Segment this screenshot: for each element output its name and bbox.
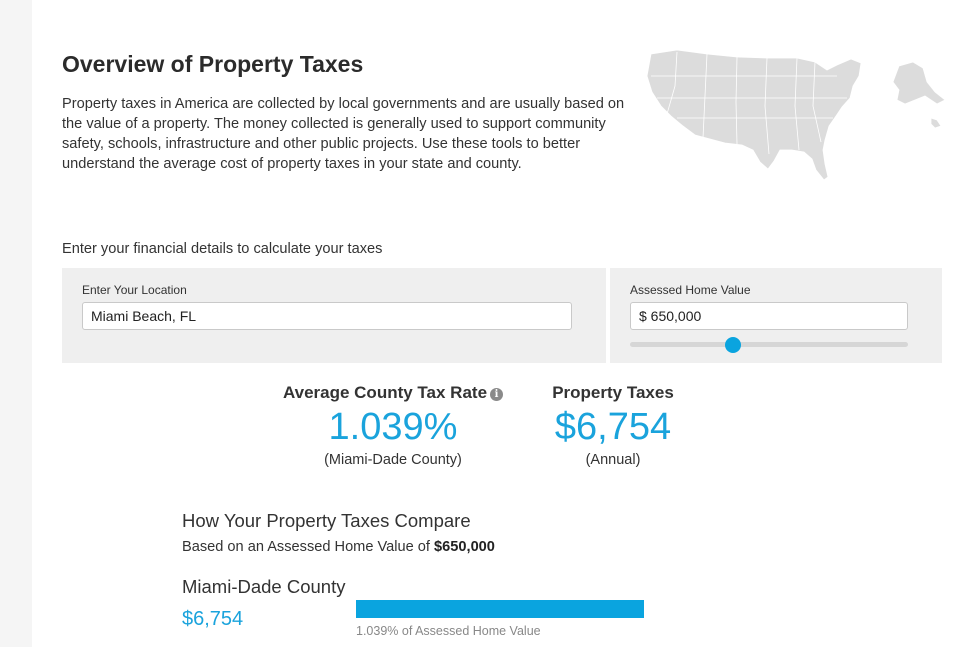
- home-value-panel: Assessed Home Value $ 650,000: [610, 268, 942, 363]
- county-name: Miami-Dade County: [182, 576, 346, 597]
- location-panel: Enter Your Location Miami Beach, FL: [62, 268, 606, 363]
- us-map-illustration: [646, 49, 946, 181]
- compare-home-value: $650,000: [434, 539, 495, 555]
- main-card: Overview of Property Taxes Property taxe…: [32, 0, 966, 647]
- average-tax-rate: Average County Tax Rate i 1.039% (Miami-D…: [278, 382, 508, 469]
- hawaii-shape: [930, 117, 942, 129]
- location-label: Enter Your Location: [82, 283, 187, 297]
- page-title: Overview of Property Taxes: [62, 51, 364, 77]
- info-icon[interactable]: i: [490, 388, 504, 401]
- home-value-slider[interactable]: [630, 337, 908, 353]
- compare-subtitle: Based on an Assessed Home Value of $650,…: [182, 539, 495, 555]
- compare-title: How Your Property Taxes Compare: [182, 510, 471, 531]
- county-tax-bar: [356, 600, 644, 618]
- slider-handle[interactable]: [724, 337, 741, 353]
- property-taxes-period: (Annual): [585, 452, 641, 468]
- intro-text: Property taxes in America are collected …: [62, 96, 625, 172]
- county-bar-caption: 1.039% of Assessed Home Value: [356, 624, 541, 638]
- continental-us-shape: [646, 49, 862, 181]
- property-taxes-heading: Property Taxes: [552, 383, 674, 402]
- tax-rate-value: 1.039%: [328, 406, 458, 448]
- state-borders: [651, 51, 847, 155]
- tax-rate-county: (Miami-Dade County): [324, 452, 462, 468]
- home-value-input[interactable]: $ 650,000: [630, 302, 908, 330]
- location-input[interactable]: Miami Beach, FL: [82, 302, 572, 330]
- alaska-shape: [892, 61, 946, 105]
- property-taxes: Property Taxes $6,754 (Annual): [538, 382, 688, 469]
- compare-subtitle-prefix: Based on an Assessed Home Value of: [182, 539, 435, 555]
- county-tax-amount: $6,754: [182, 608, 244, 630]
- us-map-icon: [646, 49, 946, 181]
- calculator-prompt: Enter your financial details to calculat…: [62, 241, 383, 257]
- tax-rate-heading: Average County Tax Rate: [282, 383, 488, 402]
- property-taxes-value: $6,754: [554, 406, 672, 448]
- home-value-label: Assessed Home Value: [630, 283, 751, 297]
